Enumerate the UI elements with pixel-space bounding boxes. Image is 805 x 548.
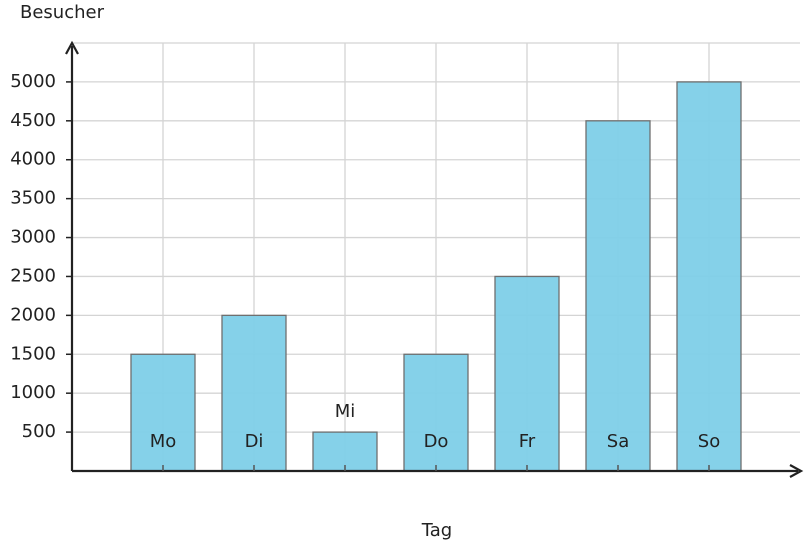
y-tick-label: 3000 [10,227,56,248]
x-tick-label: Di [245,431,264,452]
bar [403,353,469,472]
x-tick-label: So [698,431,720,452]
y-axis-arrow [65,40,79,55]
labels: 500 1000 1500 2000 2500 3000 3500 4000 4500 5000 M… [10,71,720,471]
bar [494,275,560,472]
y-tick-label: 1500 [10,343,56,364]
x-axis-label: Tag [421,520,452,541]
bar [130,353,196,472]
y-tick-label: 4500 [10,110,56,131]
y-tick-label: 5000 [10,71,56,92]
y-tick-label: 500 [22,421,56,442]
y-tick-label: 2500 [10,265,56,286]
x-axis-arrow [789,464,804,478]
bars [130,81,742,472]
bar [221,314,287,472]
bar [585,120,651,472]
y-axis-label: Besucher [20,2,105,23]
y-tick-label: 4000 [10,149,56,170]
bar [312,431,378,472]
x-tick-label: Mo [150,431,177,452]
y-tick-label: 3500 [10,188,56,209]
x-tick-label: Do [424,431,449,452]
x-tick-label: Mi [335,401,356,422]
x-tick-label: Sa [607,431,629,452]
bar [676,81,742,472]
y-tick-label: 1000 [10,382,56,403]
y-tick-label: 2000 [10,304,56,325]
x-tick-label: Fr [519,431,536,452]
axes [65,40,804,478]
